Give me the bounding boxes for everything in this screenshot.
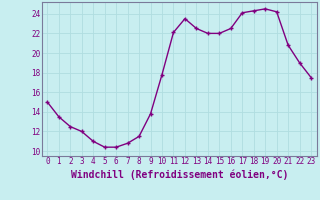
X-axis label: Windchill (Refroidissement éolien,°C): Windchill (Refroidissement éolien,°C): [70, 169, 288, 180]
